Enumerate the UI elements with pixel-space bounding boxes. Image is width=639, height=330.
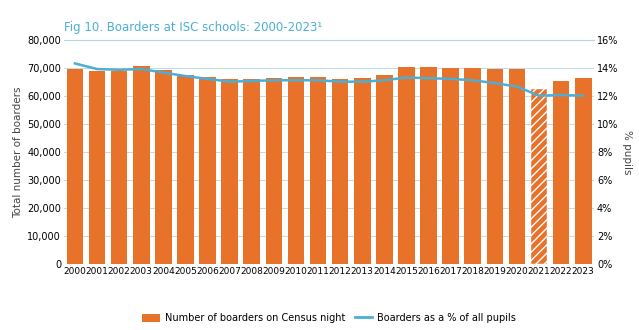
Bar (486, 69, 503, 264)
Bar (509, 69, 525, 264)
Bar (199, 77, 216, 264)
Bar (221, 80, 238, 264)
Bar (155, 71, 172, 264)
Bar (266, 78, 282, 264)
Bar (310, 77, 327, 264)
Y-axis label: % pupils: % pupils (622, 130, 633, 174)
Y-axis label: Total number of boarders: Total number of boarders (13, 86, 23, 217)
Bar (111, 71, 127, 264)
Legend: Number of boarders on Census night, Boarders as a % of all pupils: Number of boarders on Census night, Boar… (139, 309, 520, 327)
Bar (332, 79, 348, 264)
Bar (575, 78, 592, 264)
Bar (376, 75, 392, 264)
Bar (133, 66, 150, 264)
Bar (288, 78, 304, 264)
Bar (420, 67, 437, 264)
Bar (354, 78, 371, 264)
Bar (243, 79, 260, 264)
Bar (442, 68, 459, 264)
Bar (177, 75, 194, 264)
Text: Fig 10. Boarders at ISC schools: 2000-2023¹: Fig 10. Boarders at ISC schools: 2000-20… (64, 21, 322, 34)
Bar (531, 89, 548, 264)
Bar (398, 67, 415, 264)
Bar (89, 71, 105, 264)
Bar (465, 68, 481, 264)
Bar (66, 69, 83, 264)
Bar (553, 81, 569, 264)
